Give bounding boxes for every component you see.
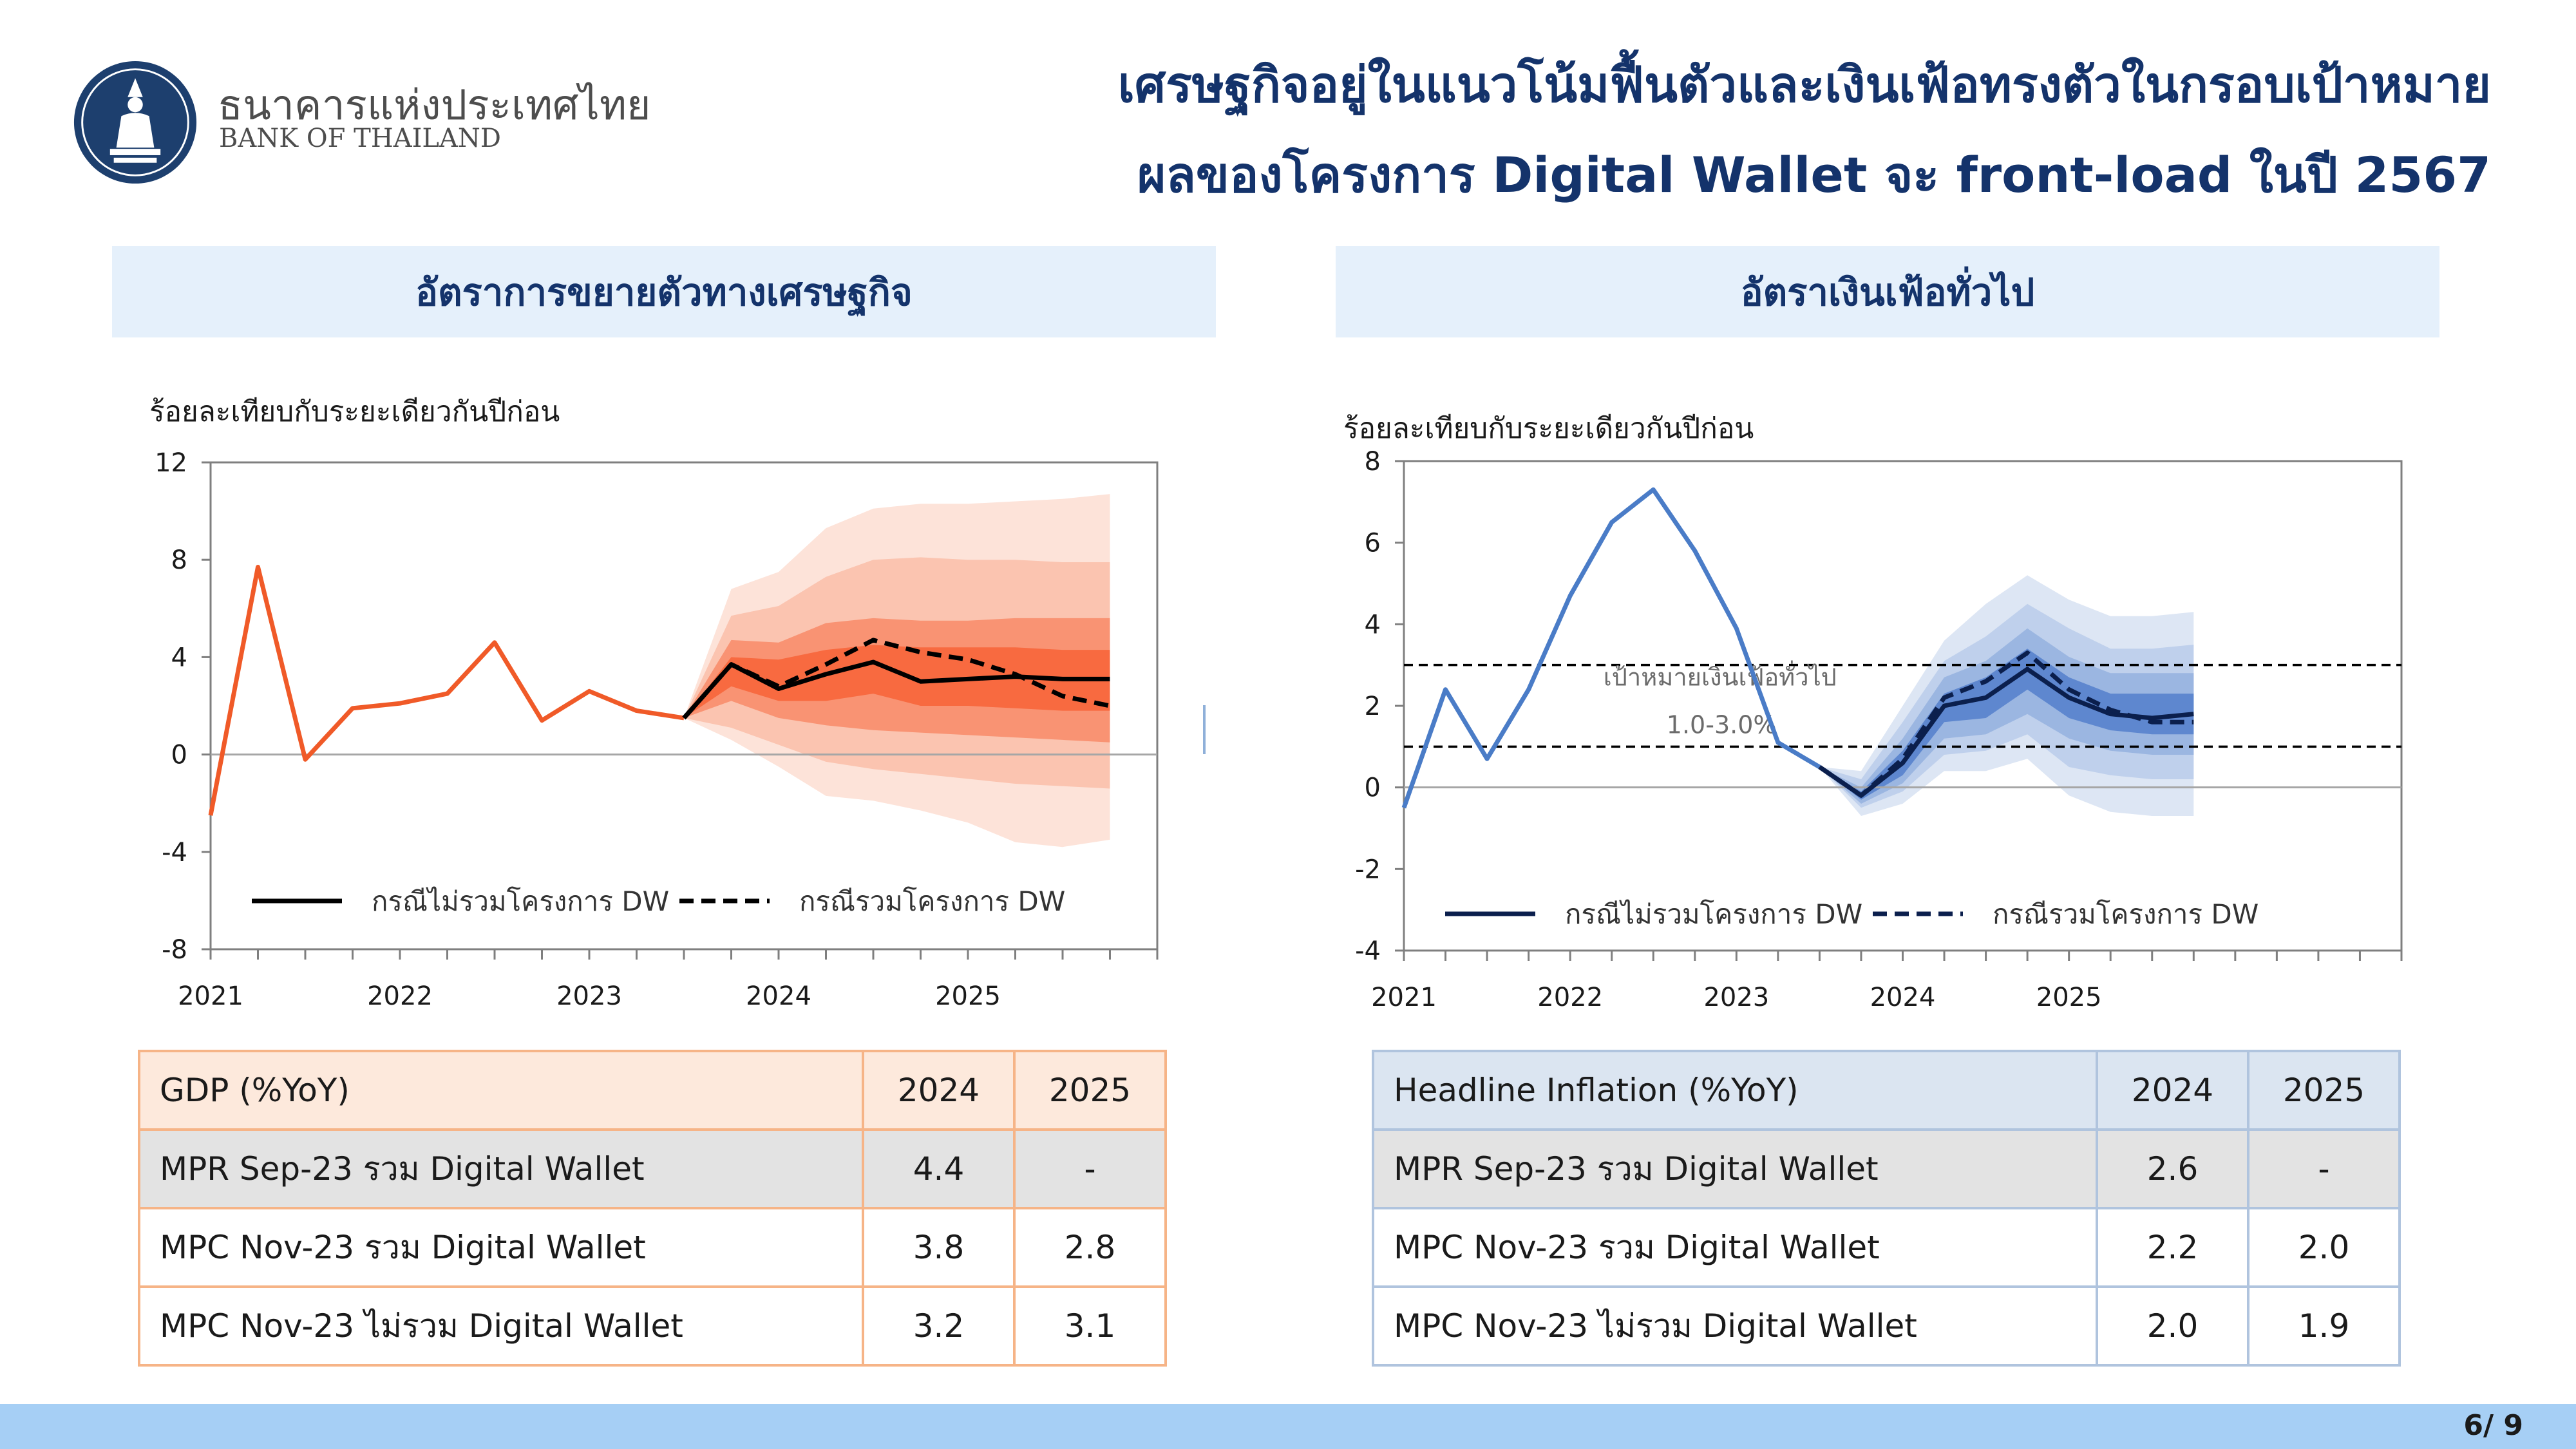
legend-solid-label: กรณีไม่รวมโครงการ DW	[372, 886, 669, 917]
table-cell: MPR Sep-23 รวม Digital Wallet	[1372, 1128, 2098, 1209]
table-cell: 2.2	[2096, 1207, 2249, 1288]
gdp-ylabel: ร้อยละเทียบกับระยะเดียวกันปีก่อน	[149, 395, 560, 428]
y-tick-label: -8	[162, 935, 187, 965]
y-tick-label: -4	[1355, 936, 1381, 966]
x-tick-label: 2025	[2036, 983, 2102, 1012]
table-cell: 3.8	[862, 1207, 1016, 1288]
table-cell: 4.4	[862, 1128, 1016, 1209]
target-band-label: เป้าหมายเงินเฟ้อทั่วไป	[1604, 660, 1837, 691]
y-tick-label: 0	[1365, 773, 1381, 803]
y-tick-label: 8	[1365, 447, 1381, 477]
table-cell: 3.2	[862, 1285, 1016, 1367]
table-header-cell: 2025	[1013, 1050, 1167, 1131]
inflation-forecast-table: Headline Inflation (%YoY) 2024 2025 MPR …	[1372, 1050, 2401, 1367]
table-header-cell: Headline Inflation (%YoY)	[1372, 1050, 2098, 1131]
gdp-chart: -8 -4 0 4 8 12 2021 2022 2023 2024 2025 กรณีไม่รวมโ…	[155, 448, 1159, 1011]
bank-name-thai: ธนาคารแห่งประเทศไทย	[218, 82, 651, 129]
page-title-line2: ผลของโครงการ Digital Wallet จะ front-loa…	[1137, 146, 2491, 204]
x-tick-label: 2024	[1870, 983, 1936, 1012]
table-cell: 2.0	[2247, 1207, 2401, 1288]
table-row: MPR Sep-23 รวม Digital Wallet 4.4 -	[138, 1128, 1167, 1209]
target-band-range: 1.0-3.0%	[1667, 710, 1777, 739]
table-cell: 3.1	[1013, 1285, 1167, 1367]
with-dw-series-line	[1818, 650, 2194, 798]
footer-bar	[0, 1404, 2576, 1449]
table-header-row: Headline Inflation (%YoY) 2024 2025	[1372, 1050, 2401, 1131]
x-tick-label: 2021	[1371, 983, 1437, 1012]
actual-series-line	[208, 565, 685, 816]
table-cell: 1.9	[2247, 1285, 2401, 1367]
table-cell: 2.6	[2096, 1128, 2249, 1209]
table-cell: 2.0	[2096, 1285, 2249, 1367]
table-cell: MPR Sep-23 รวม Digital Wallet	[138, 1128, 864, 1209]
y-tick-label: -4	[162, 838, 187, 867]
page-title-line1: เศรษฐกิจอยู่ในแนวโน้มฟื้นตัวและเงินเฟ้อท…	[1117, 56, 2491, 113]
table-cell: 2.8	[1013, 1207, 1167, 1288]
x-tick-label: 2021	[178, 981, 243, 1011]
x-tick-label: 2022	[367, 981, 433, 1011]
table-row: MPC Nov-23 รวม Digital Wallet 2.2 2.0	[1372, 1207, 2401, 1288]
table-cell: MPC Nov-23 รวม Digital Wallet	[138, 1207, 864, 1288]
bank-name-english: BANK OF THAILAND	[219, 124, 501, 153]
inflation-section-header: อัตราเงินเฟ้อทั่วไป	[1336, 246, 2439, 337]
table-row: MPR Sep-23 รวม Digital Wallet 2.6 -	[1372, 1128, 2401, 1209]
table-header-cell: 2024	[862, 1050, 1016, 1131]
table-header-row: GDP (%YoY) 2024 2025	[138, 1050, 1167, 1131]
x-tick-label: 2023	[556, 981, 622, 1011]
y-tick-label: 4	[1365, 610, 1381, 639]
y-tick-label: 4	[171, 643, 187, 672]
table-cell: -	[1013, 1128, 1167, 1209]
legend-dashed-label: กรณีรวมโครงการ DW	[799, 886, 1065, 917]
x-tick-label: 2022	[1537, 983, 1603, 1012]
y-tick-label: 2	[1365, 692, 1381, 721]
actual-series-line	[1401, 487, 1821, 809]
y-tick-label: 0	[171, 741, 187, 770]
table-header-cell: 2025	[2247, 1050, 2401, 1131]
y-tick-label: 6	[1365, 529, 1381, 558]
table-row: MPC Nov-23 รวม Digital Wallet 3.8 2.8	[138, 1207, 1167, 1288]
inflation-ylabel: ร้อยละเทียบกับระยะเดียวกันปีก่อน	[1343, 412, 1754, 445]
with-dw-series-line	[682, 638, 1111, 720]
x-tick-label: 2024	[746, 981, 811, 1011]
y-tick-label: 8	[171, 545, 187, 575]
x-tick-label: 2025	[935, 981, 1001, 1011]
table-header-cell: GDP (%YoY)	[138, 1050, 864, 1131]
gdp-section-header: อัตราการขยายตัวทางเศรษฐกิจ	[112, 246, 1216, 337]
table-row: MPC Nov-23 ไม่รวม Digital Wallet 3.2 3.1	[138, 1285, 1167, 1367]
table-cell: MPC Nov-23 ไม่รวม Digital Wallet	[1372, 1285, 2098, 1367]
table-header-cell: 2024	[2096, 1050, 2249, 1131]
legend-dashed-label: กรณีรวมโครงการ DW	[1993, 898, 2259, 930]
table-cell: MPC Nov-23 ไม่รวม Digital Wallet	[138, 1285, 864, 1367]
fan-band-3	[1819, 649, 2194, 800]
bank-of-thailand-logo	[73, 61, 197, 184]
table-cell: -	[2247, 1128, 2401, 1209]
divider-mark	[1203, 705, 1206, 754]
legend-solid-label: กรณีไม่รวมโครงการ DW	[1565, 898, 1862, 930]
table-cell: MPC Nov-23 รวม Digital Wallet	[1372, 1207, 2098, 1288]
fan-band-3	[684, 645, 1110, 718]
table-row: MPC Nov-23 ไม่รวม Digital Wallet 2.0 1.9	[1372, 1285, 2401, 1367]
gdp-forecast-table: GDP (%YoY) 2024 2025 MPR Sep-23 รวม Digi…	[138, 1050, 1167, 1367]
inflation-chart: เป้าหมายเงินเฟ้อทั่วไป 1.0-3.0% -4 -2 0 2 4 6 8 2…	[1355, 447, 2403, 1012]
page-number: 6/ 9	[2463, 1409, 2523, 1442]
y-tick-label: -2	[1355, 855, 1381, 884]
x-tick-label: 2023	[1703, 983, 1769, 1012]
y-tick-label: 12	[155, 448, 187, 478]
